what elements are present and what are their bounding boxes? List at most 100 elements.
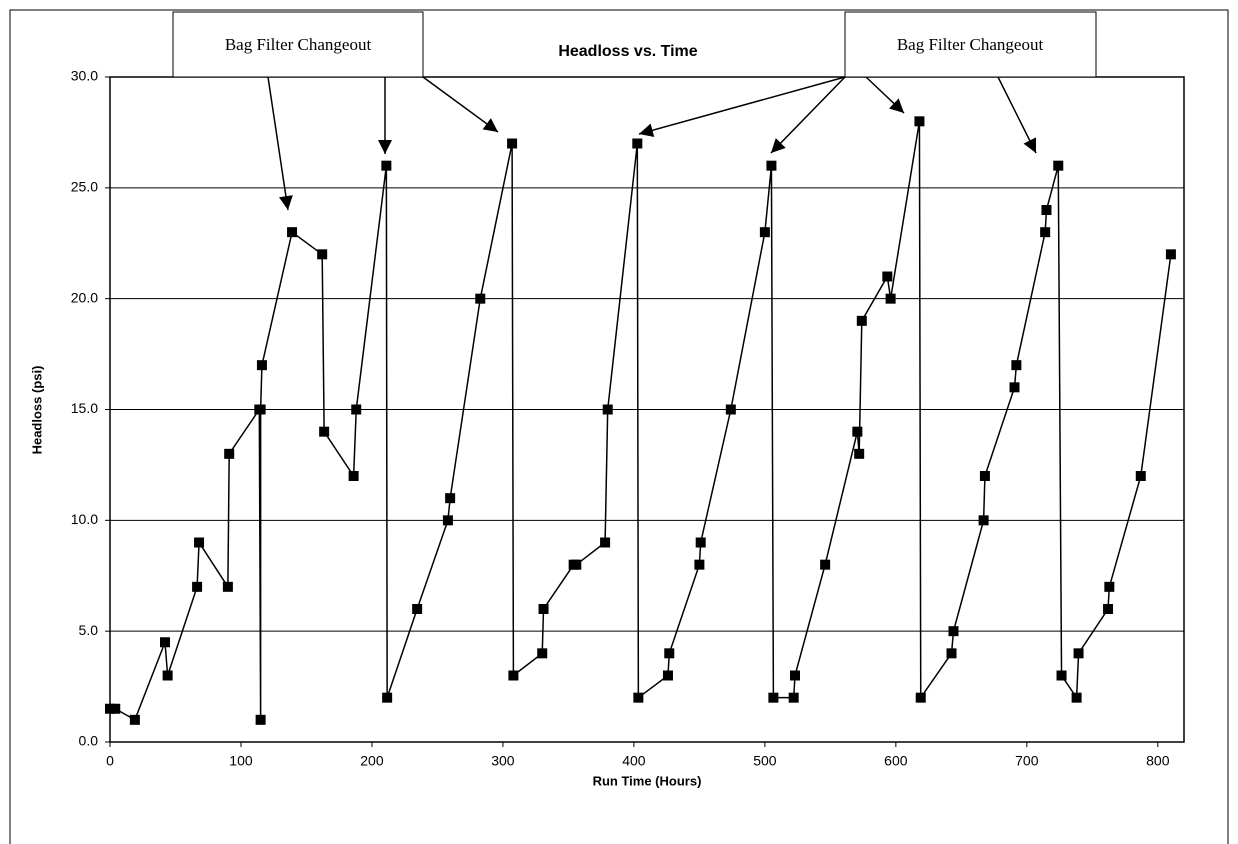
data-point bbox=[632, 138, 643, 149]
data-point bbox=[978, 515, 989, 526]
y-tick-label: 15.0 bbox=[71, 400, 98, 416]
data-point bbox=[768, 692, 779, 703]
data-point bbox=[788, 692, 799, 703]
data-point bbox=[287, 227, 298, 238]
data-point bbox=[1009, 382, 1020, 393]
data-point bbox=[1135, 471, 1146, 481]
arrow bbox=[638, 76, 846, 138]
data-point bbox=[1056, 670, 1067, 681]
data-point bbox=[914, 116, 925, 127]
data-point bbox=[759, 227, 770, 238]
data-point bbox=[194, 537, 205, 548]
y-tick-label: 5.0 bbox=[79, 622, 99, 638]
arrow bbox=[770, 76, 846, 154]
data-point bbox=[946, 648, 957, 659]
data-point bbox=[695, 537, 706, 548]
data-point bbox=[915, 692, 926, 703]
x-tick-label: 600 bbox=[884, 753, 908, 769]
data-point bbox=[412, 604, 423, 614]
data-point bbox=[1011, 360, 1022, 371]
data-point bbox=[445, 493, 456, 504]
data-point bbox=[537, 648, 548, 659]
data-point bbox=[129, 714, 140, 725]
data-point bbox=[1053, 160, 1064, 171]
data-point bbox=[854, 448, 865, 459]
data-point bbox=[1041, 205, 1052, 215]
data-point bbox=[256, 360, 267, 371]
arrow bbox=[997, 76, 1037, 154]
data-point bbox=[351, 404, 362, 415]
data-point bbox=[882, 271, 893, 282]
data-point bbox=[192, 581, 203, 592]
data-point bbox=[255, 714, 266, 725]
arrow bbox=[267, 76, 293, 211]
data-point bbox=[948, 626, 959, 637]
annotation-box bbox=[172, 11, 424, 78]
x-tick-label: 200 bbox=[360, 753, 384, 769]
data-point bbox=[105, 703, 115, 714]
data-point bbox=[222, 581, 233, 592]
x-tick-label: 800 bbox=[1146, 753, 1170, 769]
x-tick-label: 500 bbox=[753, 753, 777, 769]
data-point bbox=[317, 249, 328, 260]
annotation-box bbox=[844, 11, 1097, 78]
data-point bbox=[255, 404, 266, 415]
arrow bbox=[422, 76, 499, 133]
data-point bbox=[602, 404, 613, 415]
data-point bbox=[442, 515, 453, 526]
data-point bbox=[820, 559, 831, 570]
arrow bbox=[865, 76, 905, 114]
data-point bbox=[766, 160, 777, 171]
data-point bbox=[856, 315, 867, 326]
data-point bbox=[979, 471, 990, 481]
x-tick-label: 700 bbox=[1015, 753, 1039, 769]
data-point bbox=[319, 426, 330, 437]
data-point bbox=[1071, 692, 1082, 703]
data-point bbox=[725, 404, 736, 415]
data-point bbox=[1104, 581, 1115, 592]
data-point bbox=[1165, 249, 1176, 260]
plot-area: 0.0 5.0 10.0 15.0 20.0 25.0 30.0 0 100 200 300 400 5… bbox=[71, 68, 1185, 769]
data-point bbox=[694, 559, 705, 570]
data-point bbox=[662, 670, 673, 681]
annotation: Bag Filter Changeout bbox=[897, 35, 1044, 54]
data-point bbox=[571, 559, 582, 570]
x-tick-label: 400 bbox=[622, 753, 646, 769]
data-point bbox=[508, 670, 519, 681]
data-point bbox=[1103, 604, 1114, 614]
data-point bbox=[110, 703, 121, 714]
annotation-arrows bbox=[267, 76, 1037, 211]
y-tick-label: 10.0 bbox=[71, 511, 98, 527]
data-point bbox=[600, 537, 611, 548]
data-point bbox=[790, 670, 801, 681]
y-tick-label: 25.0 bbox=[71, 179, 98, 195]
data-point bbox=[348, 471, 359, 481]
x-tick-label: 100 bbox=[229, 753, 253, 769]
chart-border bbox=[9, 9, 1229, 844]
x-tick-label: 300 bbox=[491, 753, 515, 769]
data-point bbox=[852, 426, 863, 437]
data-point bbox=[885, 293, 896, 304]
y-tick-label: 20.0 bbox=[71, 289, 98, 305]
data-point bbox=[475, 293, 486, 304]
data-point bbox=[538, 604, 549, 614]
data-point bbox=[1040, 227, 1051, 238]
y-tick-label: 30.0 bbox=[71, 68, 98, 84]
chart-title: Headloss vs. Time bbox=[558, 43, 697, 60]
data-point bbox=[381, 160, 392, 171]
data-point bbox=[224, 448, 235, 459]
data-line bbox=[110, 121, 1172, 721]
annotation: Bag Filter Changeout bbox=[225, 35, 372, 54]
x-tick-label: 0 bbox=[106, 753, 114, 769]
plot-frame bbox=[109, 76, 1185, 743]
data-point bbox=[507, 138, 518, 149]
data-point bbox=[633, 692, 644, 703]
data-point bbox=[162, 670, 173, 681]
x-axis-label: Run Time (Hours) bbox=[593, 773, 702, 788]
data-point bbox=[1073, 648, 1084, 659]
data-point bbox=[664, 648, 675, 659]
data-point bbox=[382, 692, 393, 703]
data-point bbox=[160, 637, 171, 648]
